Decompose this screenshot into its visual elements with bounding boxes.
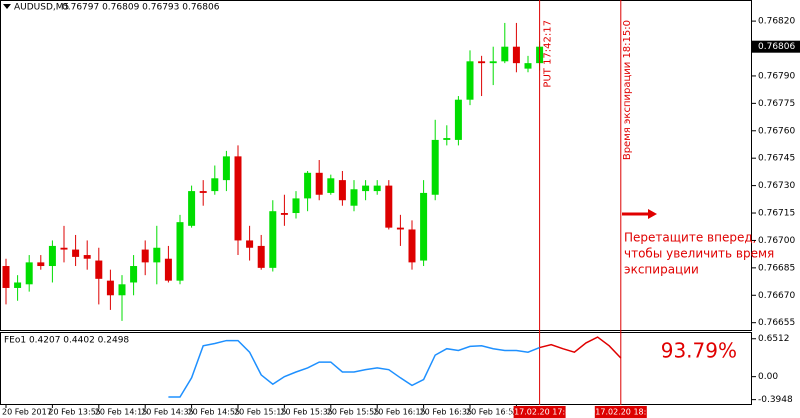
candle-body [466,61,474,100]
indicator-line [168,339,540,398]
candle-body [14,282,22,288]
candle-body [2,266,10,288]
candle-body [141,249,149,263]
candle-body [338,180,346,201]
y-tick-label: 0.76775 [758,99,795,109]
candle-body [257,245,265,268]
candle-body [304,172,312,199]
candle-body [373,185,381,192]
main-panel [0,0,752,331]
y-tick-label: 0.76670 [758,291,795,301]
y-tick-label: 0.76655 [758,318,795,328]
candle-body [118,284,126,296]
candle-body [489,61,497,64]
candle-body [234,156,242,241]
x-tick-label: 20 Feb 16:55 [466,408,518,417]
drag-hint: Перетащите вперед, [624,231,756,245]
indicator-panel [0,332,752,405]
drag-hint: экспирации [624,263,699,277]
candle-body [292,198,300,214]
y-tick-label: -0.3948 [758,395,793,405]
candle-body [164,258,172,281]
candle-body [130,266,138,283]
candle-body [83,255,91,259]
x-tick-label: 20 Feb 13:55 [48,408,100,417]
x-tick-label: 20 Feb 16:15 [373,408,425,417]
candle-body [443,138,451,140]
x-tick-label: 20 Feb 2017 [2,408,52,417]
open-time-label: PUT 17:42:17 [543,20,554,88]
y-tick-label: 0.76685 [758,263,795,273]
y-tick-label: 0.76745 [758,154,795,164]
candle-body [431,139,439,195]
candle-body [362,185,370,192]
y-tick-label: 0.76760 [758,126,795,136]
candle-body [269,211,277,268]
last-price-box [752,40,800,53]
candle-body [72,249,80,257]
candle-body [48,245,56,267]
candle-body [246,240,254,248]
candle-body [524,63,532,69]
candle-body [478,61,486,64]
candle-body [385,185,393,228]
candle-body [153,247,161,263]
x-tick-label: 20 Feb 15:55 [327,408,379,417]
candle-body [327,178,335,193]
x-tick-label: 20 Feb 16:35 [420,408,472,417]
candle-body [315,172,323,195]
time-marker-label: 2017.02.20 18:15 [585,408,656,417]
candle-body [95,260,103,279]
candle-body [454,99,462,140]
x-tick-label: 20 Feb 14:55 [188,408,240,417]
candle-body [37,262,45,267]
candle-body [222,156,230,181]
drag-hint: чтобы увеличить время [624,247,774,261]
x-tick-label: 20 Feb 14:35 [141,408,193,417]
y-tick-label: 0.00 [758,372,778,382]
candle-body [176,222,184,281]
y-tick-label: 0.76730 [758,181,795,191]
candle-body [501,46,509,62]
candle-body [408,229,416,263]
candle-body [350,189,358,206]
drag-arrow-head [648,209,657,219]
x-tick-label: 20 Feb 14:15 [95,408,147,417]
indicator-title: FEo1 0.4207 0.4402 0.2498 [4,336,129,346]
time-marker-label: 2017.02.20 17:40 [504,408,575,417]
candle-body [106,280,114,296]
y-tick-label: 0.6512 [758,334,790,344]
indicator-line [539,336,622,359]
candle-body [396,227,404,230]
candle-body [280,213,288,215]
y-tick-label: 0.76715 [758,209,795,219]
x-tick-label: 20 Feb 15:35 [280,408,332,417]
time-marker-box [513,406,566,418]
candle-body [25,262,33,285]
candle-body [188,191,196,226]
candle-body [512,46,520,64]
candle-body [199,191,207,193]
x-tick-label: 20 Feb 15:15 [234,408,286,417]
last-price-label: 0.76806 [758,42,795,52]
payout-percent: 93.79% [661,339,737,363]
candle-body [420,192,428,261]
candle-body [211,178,219,192]
ohlc-header: 0.76797 0.76809 0.76793 0.76806 [62,3,220,13]
candle-body [60,247,68,250]
chart-title: AUDUSD,M5 [14,3,69,13]
y-tick-label: 0.76790 [758,71,795,81]
symbol-icon [3,4,11,9]
expiry-label: Время экспирации 18:15:0 [622,20,633,160]
time-marker-box [594,406,647,418]
y-tick-label: 0.76820 [758,17,795,27]
y-tick-label: 0.76700 [758,236,795,246]
